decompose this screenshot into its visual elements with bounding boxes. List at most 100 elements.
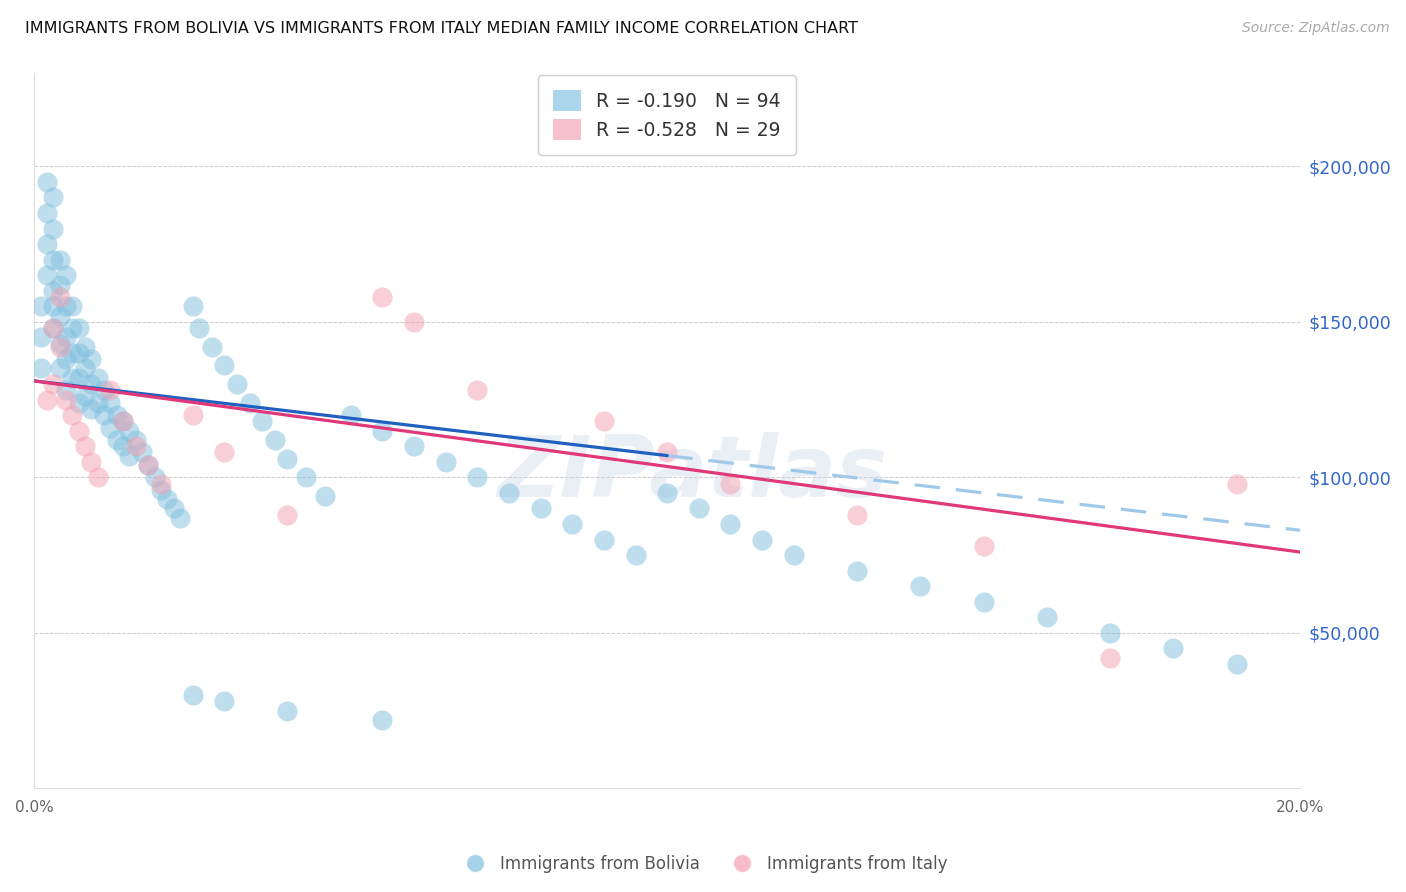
- Point: [60, 299, 83, 313]
- Text: Source: ZipAtlas.com: Source: ZipAtlas.com: [1241, 21, 1389, 35]
- Point: [465, 470, 488, 484]
- Point: [35, 175, 58, 189]
- Point: [973, 539, 995, 553]
- Point: [80, 352, 103, 367]
- Point: [1099, 650, 1122, 665]
- Point: [276, 451, 298, 466]
- Point: [371, 290, 394, 304]
- Text: IMMIGRANTS FROM BOLIVIA VS IMMIGRANTS FROM ITALY MEDIAN FAMILY INCOME CORRELATIO: IMMIGRANTS FROM BOLIVIA VS IMMIGRANTS FR…: [25, 21, 858, 36]
- Point: [93, 408, 115, 422]
- Point: [60, 346, 83, 360]
- Point: [55, 299, 77, 313]
- Point: [149, 476, 172, 491]
- Point: [136, 458, 159, 472]
- Point: [973, 595, 995, 609]
- Point: [339, 408, 361, 422]
- Point: [55, 268, 77, 282]
- Point: [48, 336, 70, 351]
- Point: [592, 414, 614, 428]
- Point: [42, 299, 65, 313]
- Point: [1099, 626, 1122, 640]
- Point: [48, 252, 70, 267]
- Point: [55, 330, 77, 344]
- Point: [1163, 641, 1185, 656]
- Point: [73, 439, 96, 453]
- Point: [55, 384, 77, 398]
- Point: [80, 455, 103, 469]
- Point: [624, 548, 647, 562]
- Point: [720, 516, 742, 531]
- Point: [655, 486, 678, 500]
- Point: [118, 424, 141, 438]
- Point: [1036, 610, 1059, 624]
- Point: [200, 340, 222, 354]
- Point: [42, 190, 65, 204]
- Point: [30, 361, 52, 376]
- Point: [35, 206, 58, 220]
- Legend: R = -0.190   N = 94, R = -0.528   N = 29: R = -0.190 N = 94, R = -0.528 N = 29: [538, 75, 796, 154]
- Point: [42, 221, 65, 235]
- Point: [846, 508, 869, 522]
- Point: [80, 401, 103, 416]
- Point: [35, 237, 58, 252]
- Point: [162, 501, 184, 516]
- Text: ZIPatlas: ZIPatlas: [498, 432, 887, 516]
- Point: [561, 516, 583, 531]
- Point: [67, 424, 90, 438]
- Point: [212, 445, 235, 459]
- Point: [498, 486, 520, 500]
- Point: [1226, 657, 1249, 671]
- Point: [181, 688, 204, 702]
- Point: [42, 284, 65, 298]
- Point: [314, 489, 336, 503]
- Point: [60, 321, 83, 335]
- Point: [105, 433, 128, 447]
- Point: [846, 564, 869, 578]
- Point: [136, 458, 159, 472]
- Point: [263, 433, 285, 447]
- Point: [434, 455, 457, 469]
- Point: [465, 384, 488, 398]
- Point: [80, 377, 103, 392]
- Point: [181, 299, 204, 313]
- Point: [295, 470, 318, 484]
- Point: [35, 268, 58, 282]
- Point: [98, 420, 121, 434]
- Point: [371, 713, 394, 727]
- Point: [67, 321, 90, 335]
- Point: [124, 433, 146, 447]
- Point: [48, 290, 70, 304]
- Point: [67, 371, 90, 385]
- Point: [55, 352, 77, 367]
- Point: [276, 704, 298, 718]
- Point: [149, 483, 172, 497]
- Point: [783, 548, 806, 562]
- Point: [73, 361, 96, 376]
- Point: [60, 371, 83, 385]
- Point: [42, 321, 65, 335]
- Point: [371, 424, 394, 438]
- Point: [118, 449, 141, 463]
- Point: [212, 359, 235, 373]
- Point: [111, 439, 134, 453]
- Point: [98, 395, 121, 409]
- Point: [48, 340, 70, 354]
- Point: [720, 476, 742, 491]
- Point: [212, 694, 235, 708]
- Point: [402, 439, 425, 453]
- Point: [30, 299, 52, 313]
- Point: [143, 470, 166, 484]
- Point: [169, 511, 191, 525]
- Point: [238, 395, 260, 409]
- Point: [35, 392, 58, 407]
- Point: [225, 377, 247, 392]
- Point: [55, 392, 77, 407]
- Point: [124, 439, 146, 453]
- Point: [86, 371, 108, 385]
- Point: [73, 390, 96, 404]
- Point: [592, 533, 614, 547]
- Point: [111, 414, 134, 428]
- Point: [67, 395, 90, 409]
- Point: [30, 330, 52, 344]
- Point: [86, 470, 108, 484]
